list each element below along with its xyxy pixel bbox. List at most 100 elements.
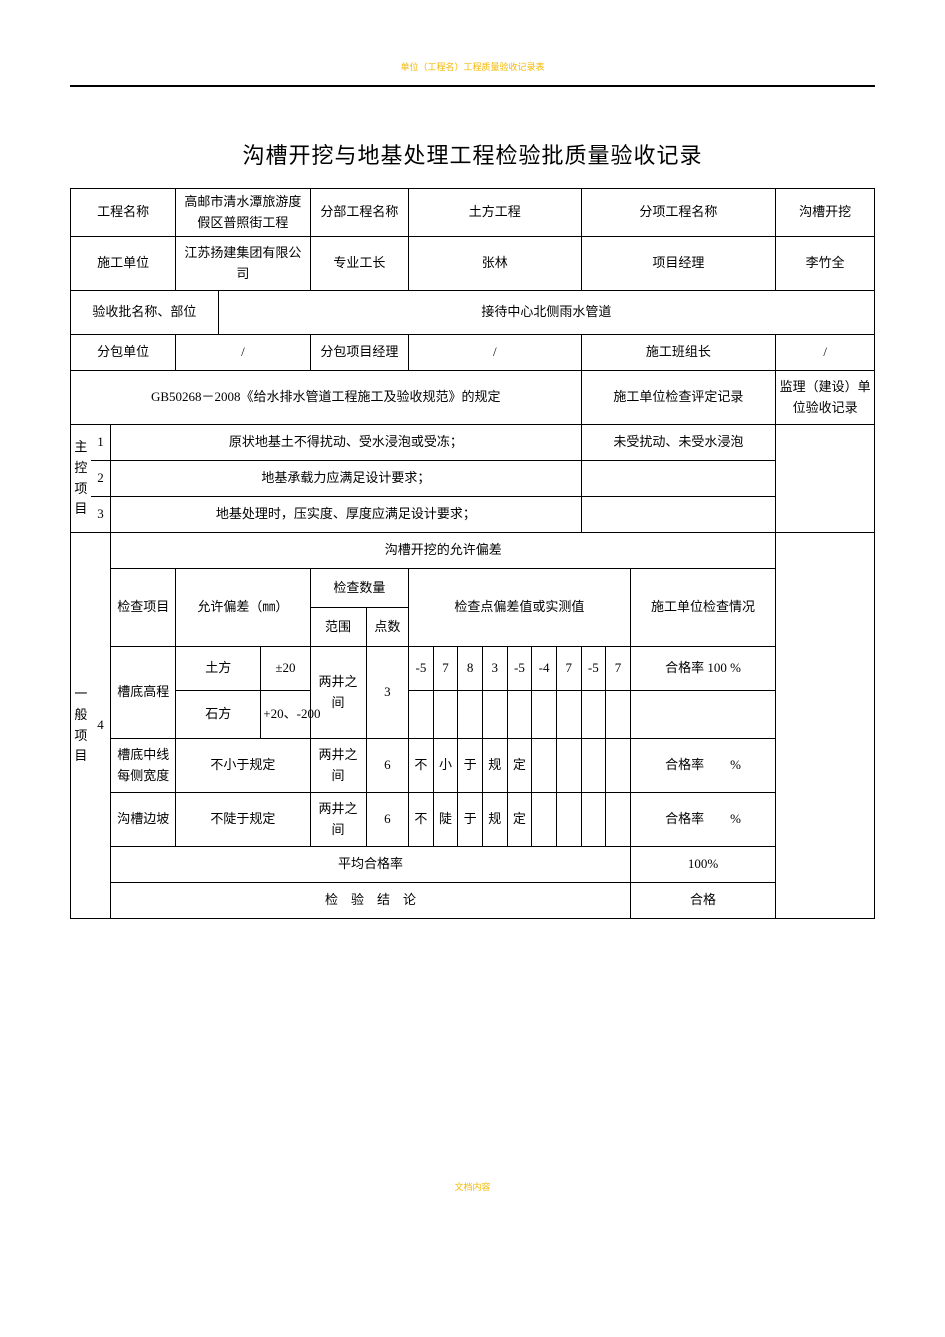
r3-pts: 6 [366,793,409,847]
r1-status: 合格率 100 % [630,647,776,691]
r1b-v7 [581,691,606,739]
foreman: 张林 [409,237,581,291]
r3-range: 两井之间 [310,793,366,847]
r1-name: 槽底高程 [111,647,176,739]
r2-v8 [606,739,631,793]
lbl-foreman: 专业工长 [310,237,409,291]
r1-tol2: +20、-200 [261,691,310,739]
r3-name: 沟槽边坡 [111,793,176,847]
general-no: 4 [91,533,111,919]
team: / [776,335,875,371]
r1-range: 两井之间 [310,647,366,739]
project-name: 高邮市清水潭旅游度假区普照街工程 [176,189,310,237]
r2-name: 槽底中线每侧宽度 [111,739,176,793]
r1b-v3 [482,691,507,739]
r1-sub2: 石方 [176,691,261,739]
r2-v4: 定 [507,739,532,793]
r3-v5 [532,793,557,847]
lbl-contractor: 施工单位 [71,237,176,291]
r3-v3: 规 [482,793,507,847]
col-check: 施工单位检查评定记录 [581,371,776,425]
lbl-pts: 点数 [366,608,409,647]
general-label: 一般项目 [71,533,91,919]
subproj: 土方工程 [409,189,581,237]
r1-sub1: 土方 [176,647,261,691]
tiny-header: 单位（工程名）工程质量验收记录表 [0,60,945,73]
r1-v2: 8 [458,647,483,691]
r2-v2: 于 [458,739,483,793]
sub: / [176,335,310,371]
lbl-sub: 分包单位 [71,335,176,371]
r1-pts: 3 [366,647,409,739]
master-check-1: 未受扰动、未受水浸泡 [581,425,776,461]
r1-v6: 7 [556,647,581,691]
r2-v7 [581,739,606,793]
r1-v1: 7 [433,647,458,691]
master-text-3: 地基处理时，压实度、厚度应满足设计要求； [111,497,581,533]
col-super: 监理（建设）单位验收记录 [776,371,875,425]
master-label: 主控项目 [71,425,91,533]
r2-v6 [556,739,581,793]
r3-v4: 定 [507,793,532,847]
r1b-v8 [606,691,631,739]
r1-v5: -4 [532,647,557,691]
r3-v1: 陡 [433,793,458,847]
r1-tol1: ±20 [261,647,310,691]
page-title: 沟槽开挖与地基处理工程检验批质量验收记录 [70,138,875,170]
tiny-footer: 文档内容 [0,1180,945,1193]
r3-v7 [581,793,606,847]
top-rule [70,85,875,87]
r1-v8: 7 [606,647,631,691]
super-master-blank [776,425,875,533]
r2-tol: 不小于规定 [176,739,310,793]
r3-v8 [606,793,631,847]
lbl-meas: 检查点偏差值或实测值 [409,569,631,647]
lbl-project-name: 工程名称 [71,189,176,237]
lbl-tol: 允许偏差（㎜） [176,569,310,647]
r1b-v2 [458,691,483,739]
avg-label: 平均合格率 [111,847,630,883]
r3-v0: 不 [409,793,434,847]
super-general-blank [776,533,875,919]
inspection-table: 工程名称 高邮市清水潭旅游度假区普照街工程 分部工程名称 土方工程 分项工程名称… [70,188,875,919]
master-no-2: 2 [91,461,111,497]
r1b-v0 [409,691,434,739]
r1-v7: -5 [581,647,606,691]
r3-v6 [556,793,581,847]
master-text-1: 原状地基土不得扰动、受水浸泡或受冻； [111,425,581,461]
r2-range: 两井之间 [310,739,366,793]
lbl-team: 施工班组长 [581,335,776,371]
master-text-2: 地基承载力应满足设计要求； [111,461,581,497]
lbl-qty: 检查数量 [310,569,409,608]
r2-v3: 规 [482,739,507,793]
avg: 100% [630,847,776,883]
r1b-v6 [556,691,581,739]
itemproj: 沟槽开挖 [776,189,875,237]
r3-status: 合格率 % [630,793,776,847]
r1b-v4 [507,691,532,739]
lbl-status: 施工单位检查情况 [630,569,776,647]
r2-status: 合格率 % [630,739,776,793]
lbl-sub-pm: 分包项目经理 [310,335,409,371]
sub-pm: / [409,335,581,371]
lbl-itemproj: 分项工程名称 [581,189,776,237]
r3-v2: 于 [458,793,483,847]
concl-label: 检 验 结 论 [111,883,630,919]
r1b-status [630,691,776,739]
r2-v0: 不 [409,739,434,793]
master-check-2 [581,461,776,497]
lbl-pm: 项目经理 [581,237,776,291]
contractor: 江苏扬建集团有限公司 [176,237,310,291]
lbl-subproj: 分部工程名称 [310,189,409,237]
r1b-v5 [532,691,557,739]
pm: 李竹全 [776,237,875,291]
concl: 合格 [630,883,776,919]
tol-title: 沟槽开挖的允许偏差 [111,533,776,569]
master-check-3 [581,497,776,533]
r3-tol: 不陡于规定 [176,793,310,847]
lbl-range: 范围 [310,608,366,647]
r1b-v1 [433,691,458,739]
r1-v0: -5 [409,647,434,691]
r2-pts: 6 [366,739,409,793]
batch: 接待中心北侧雨水管道 [218,291,874,335]
